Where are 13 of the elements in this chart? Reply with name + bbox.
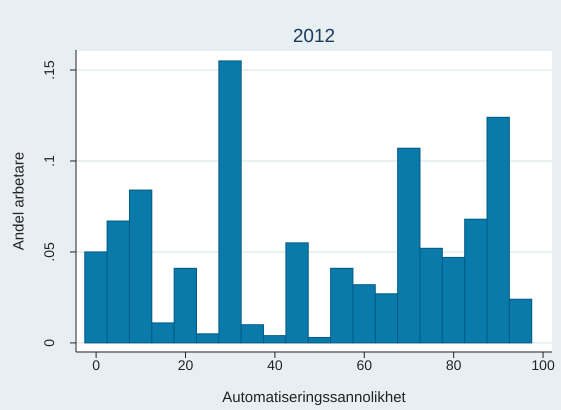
chart-title: 2012 (292, 26, 336, 48)
x-tick-label: 40 (267, 356, 283, 373)
x-tick-label: 20 (178, 356, 194, 373)
x-tick-label: 0 (92, 356, 100, 373)
x-tick-label: 60 (356, 356, 372, 373)
y-tick-label: .05 (41, 242, 57, 262)
x-tick-label: 100 (531, 356, 555, 373)
y-tick-label: .1 (41, 154, 57, 167)
x-axis-title: Automatiseringssannolikhet (222, 389, 407, 406)
y-tick-label: .15 (41, 60, 57, 80)
x-tick-label: 80 (446, 356, 462, 373)
y-tick-label: 0 (41, 338, 57, 347)
y-axis-title: Andel arbetare (10, 152, 28, 250)
